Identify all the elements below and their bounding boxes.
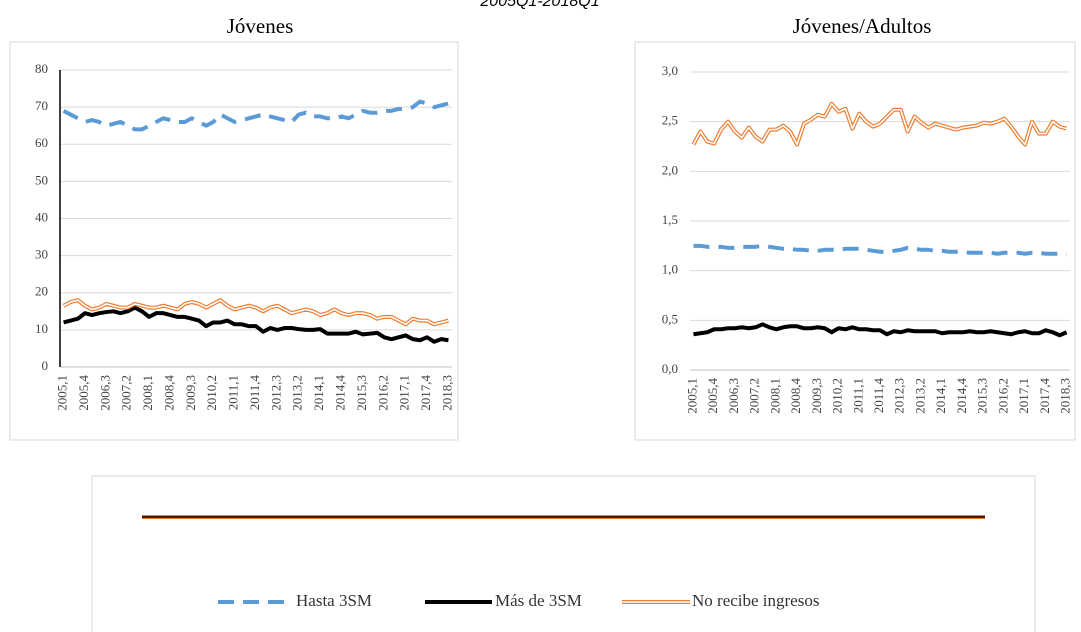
x-tick-label: 2009,3 <box>809 378 824 414</box>
x-tick-label: 2018,3 <box>439 375 454 411</box>
y-tick-label: 3,0 <box>662 63 678 78</box>
x-tick-label: 2008,4 <box>788 378 803 414</box>
x-tick-label: 2013,2 <box>290 375 305 411</box>
x-tick-label: 2005,1 <box>55 375 70 411</box>
x-tick-label: 2007,2 <box>119 375 134 411</box>
x-tick-label: 2014,1 <box>933 378 948 414</box>
series-line <box>63 305 449 344</box>
y-tick-label: 1,5 <box>662 212 678 227</box>
x-tick-label: 2014,4 <box>954 378 969 414</box>
x-tick-label: 2016,2 <box>995 378 1010 414</box>
legend-label: Más de 3SM <box>495 591 582 610</box>
y-tick-label: 30 <box>35 247 48 262</box>
x-tick-label: 2015,3 <box>354 375 369 411</box>
legend-label: Hasta 3SM <box>296 591 372 610</box>
y-tick-label: 70 <box>35 98 48 113</box>
y-tick-label: 0,5 <box>662 311 678 326</box>
x-tick-label: 2017,4 <box>1037 378 1052 414</box>
y-tick-label: 20 <box>35 284 48 299</box>
legend-label: No recibe ingresos <box>692 591 819 610</box>
x-tick-label: 2011,1 <box>226 375 241 410</box>
x-tick-label: 2015,3 <box>975 378 990 414</box>
series-line-inner <box>692 102 1067 146</box>
x-tick-label: 2013,2 <box>912 378 927 414</box>
x-tick-label: 2010,2 <box>830 378 845 414</box>
x-tick-label: 2005,4 <box>705 378 720 414</box>
x-tick-label: 2017,4 <box>418 375 433 411</box>
y-tick-label: 50 <box>35 172 48 187</box>
series-line <box>693 322 1068 338</box>
x-tick-label: 2011,1 <box>850 378 865 413</box>
x-tick-label: 2005,1 <box>684 378 699 414</box>
series-line-inner <box>63 299 449 326</box>
x-tick-label: 2005,4 <box>76 375 91 411</box>
series-line <box>693 243 1067 257</box>
x-tick-label: 2012,3 <box>892 378 907 414</box>
x-tick-label: 2011,4 <box>247 375 262 411</box>
x-tick-label: 2017,1 <box>397 375 412 411</box>
x-tick-label: 2008,4 <box>161 375 176 411</box>
x-tick-label: 2006,3 <box>726 378 741 414</box>
panel-frame <box>9 41 459 441</box>
y-tick-label: 0 <box>42 358 49 373</box>
y-tick-label: 40 <box>35 209 48 224</box>
x-tick-label: 2014,4 <box>333 375 348 411</box>
x-tick-label: 2011,4 <box>871 378 886 414</box>
series-line <box>62 99 449 132</box>
x-tick-label: 2006,3 <box>97 375 112 411</box>
legend-frame <box>91 475 1036 632</box>
legend: Hasta 3SM Más de 3SM No recibe ingresos <box>218 591 819 610</box>
x-tick-label: 2014,1 <box>311 375 326 411</box>
chart-title: Jóvenes/Adultos <box>793 14 932 38</box>
y-tick-label: 0,0 <box>662 361 678 376</box>
x-tick-label: 2010,2 <box>204 375 219 411</box>
x-tick-label: 2016,2 <box>375 375 390 411</box>
chart-title: Jóvenes <box>227 14 294 38</box>
x-tick-label: 2007,2 <box>747 378 762 414</box>
x-tick-label: 2018,3 <box>1058 378 1073 414</box>
x-tick-label: 2008,1 <box>767 378 782 414</box>
y-tick-label: 2,5 <box>662 113 678 128</box>
y-tick-label: 10 <box>35 321 48 336</box>
y-tick-label: 1,0 <box>662 262 678 277</box>
y-tick-label: 60 <box>35 135 48 150</box>
supertitle: 2005Q1-2018Q1 <box>479 0 599 10</box>
x-tick-label: 2008,1 <box>140 375 155 411</box>
panel-frame <box>634 41 1076 441</box>
x-tick-label: 2017,1 <box>1016 378 1031 414</box>
x-tick-label: 2012,3 <box>268 375 283 411</box>
y-tick-label: 2,0 <box>662 162 678 177</box>
x-tick-label: 2009,3 <box>183 375 198 411</box>
y-tick-label: 80 <box>35 61 48 76</box>
